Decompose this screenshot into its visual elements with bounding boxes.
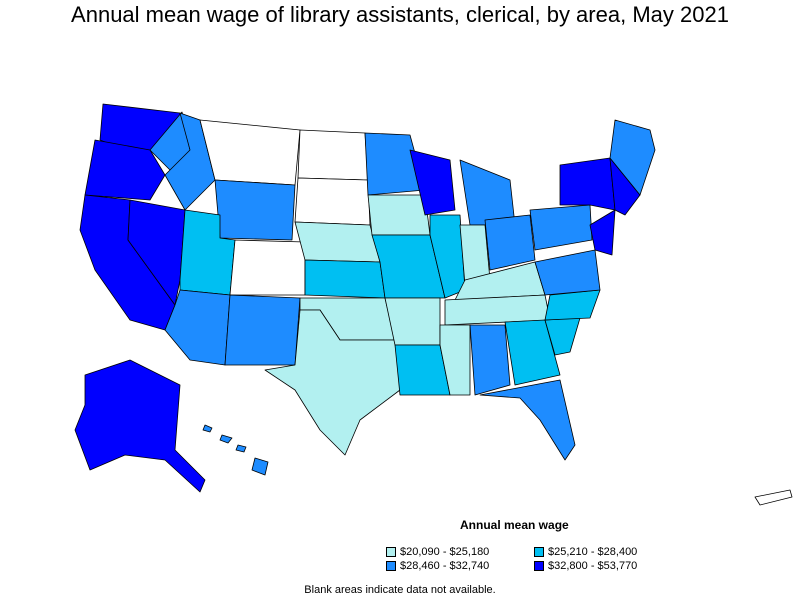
region-hawaii-big-island [251, 457, 269, 476]
legend-swatch-1 [386, 547, 396, 557]
region-illinois [429, 214, 466, 299]
region-iowa [367, 194, 431, 236]
region-arkansas [384, 297, 441, 346]
region-ohio [484, 214, 536, 271]
legend-label-1: $20,090 - $25,180 [400, 546, 490, 558]
region-alaska [74, 359, 206, 493]
region-south-dakota [294, 177, 371, 226]
region-georgia [504, 319, 561, 386]
region-new-york [559, 157, 616, 211]
legend-label-2: $25,210 - $28,400 [548, 546, 638, 558]
region-new-mexico [224, 294, 301, 366]
region-maryland-nj [589, 209, 616, 256]
legend-item-2: $25,210 - $28,400 [534, 546, 637, 558]
legend-swatch-3 [386, 561, 396, 571]
region-puerto-rico [754, 489, 793, 506]
region-michigan [459, 159, 516, 226]
region-oregon-coast [84, 139, 166, 201]
region-kansas [304, 259, 386, 299]
region-mississippi [439, 324, 471, 396]
region-colorado [229, 239, 306, 296]
legend-title: Annual mean wage [460, 518, 569, 532]
legend-item-3: $28,460 - $32,740 [386, 560, 489, 572]
region-virginia [534, 249, 601, 296]
map-title: Annual mean wage of library assistants, … [71, 2, 729, 27]
region-nevada [127, 199, 186, 306]
region-pennsylvania [529, 204, 593, 251]
region-nebraska [294, 221, 381, 263]
legend-label-3: $28,460 - $32,740 [400, 560, 490, 572]
footnote: Blank areas indicate data not available. [304, 584, 496, 596]
region-montana [199, 119, 301, 186]
legend-item-4: $32,800 - $53,770 [534, 560, 637, 572]
region-wyoming [214, 179, 296, 241]
region-hawaii-islands [202, 424, 247, 453]
legend-item-1: $20,090 - $25,180 [386, 546, 489, 558]
region-florida [479, 379, 576, 461]
legend-swatch-4 [534, 561, 544, 571]
region-alabama [469, 324, 511, 396]
region-wisconsin [409, 149, 456, 216]
region-texas [264, 309, 401, 456]
legend-swatch-2 [534, 547, 544, 557]
region-maine [609, 119, 656, 196]
region-north-dakota [297, 129, 369, 181]
legend-label-4: $32,800 - $53,770 [548, 560, 638, 572]
